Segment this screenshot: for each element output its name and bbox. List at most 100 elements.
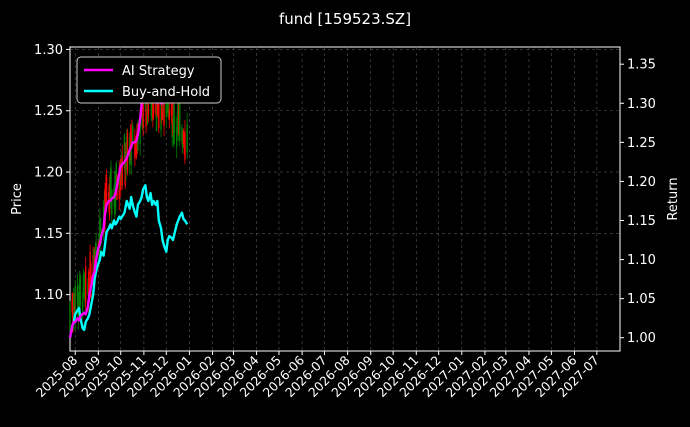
candle-body: [172, 101, 174, 134]
candle-body: [99, 219, 101, 252]
candle-body: [179, 101, 181, 141]
candle-body: [142, 89, 144, 128]
candle-body: [108, 183, 111, 216]
candle-body: [87, 282, 89, 294]
candle-body: [105, 176, 108, 203]
candle-body: [69, 303, 71, 331]
y-tick-label-right: 1.10: [627, 253, 656, 268]
candle-body: [84, 266, 87, 304]
candle-body: [74, 285, 76, 324]
candle-body: [161, 98, 163, 119]
candle-body: [120, 159, 122, 191]
candle-body: [186, 123, 188, 153]
candle-body: [120, 160, 123, 181]
candle-body: [139, 125, 141, 144]
candle-body: [115, 163, 117, 190]
candle-body: [111, 189, 113, 215]
candle-body: [131, 125, 134, 146]
candle-body: [110, 168, 112, 199]
candle-body: [79, 276, 82, 306]
candle-body: [184, 131, 186, 160]
candle-body: [81, 300, 84, 312]
candle-body: [73, 294, 75, 325]
y-axis-label-left: Price: [10, 183, 25, 215]
candle-body: [105, 182, 107, 205]
candle-body: [78, 295, 80, 316]
candle-body: [118, 167, 120, 200]
y-tick-label-right: 1.20: [627, 175, 656, 190]
candle-body: [94, 247, 97, 259]
candle-body: [131, 124, 133, 148]
candle-body: [173, 115, 176, 133]
series-line-buy-and-hold: [68, 184, 189, 338]
candle-body: [176, 111, 179, 128]
right-axis: 1.00 1.05 1.10 1.15 1.20 1.25 1.30 1.35: [620, 58, 656, 346]
candle-body: [181, 127, 183, 142]
candle-body: [134, 137, 137, 150]
candle-body: [123, 134, 126, 169]
candle-body: [176, 127, 178, 147]
y-tick-label-left: 1.20: [34, 166, 63, 181]
y-tick-label-right: 1.25: [627, 136, 656, 151]
candle-body: [160, 97, 162, 131]
candle-body: [79, 278, 81, 302]
candle-body: [165, 103, 167, 118]
candle-body: [161, 107, 164, 120]
candle-body: [183, 136, 185, 149]
candle-body: [76, 286, 79, 305]
left-axis: 1.10 1.15 1.20 1.25 1.30: [34, 43, 70, 303]
candle-body: [71, 300, 73, 313]
candle-body: [171, 123, 173, 138]
candle-body: [73, 305, 76, 317]
candle-body: [178, 103, 180, 136]
y-tick-label-left: 1.30: [34, 43, 63, 58]
candle-body: [87, 271, 90, 302]
candle-body: [135, 139, 138, 157]
candle-body: [130, 151, 132, 166]
candle-body: [83, 274, 85, 298]
candle-body: [121, 156, 123, 186]
legend: AI Strategy Buy-and-Hold: [76, 56, 222, 104]
candle-body: [182, 130, 185, 144]
y-tick-label-right: 1.30: [627, 97, 656, 112]
candle-body: [89, 251, 91, 276]
y-tick-label-left: 1.15: [34, 227, 63, 242]
candle-body: [99, 218, 102, 237]
candle-body: [113, 187, 115, 199]
candle-body: [72, 293, 74, 327]
candle-body: [92, 254, 94, 286]
y-tick-label-right: 1.35: [627, 58, 656, 73]
candle-body: [168, 109, 170, 121]
candle-body: [84, 282, 86, 297]
y-tick-label-left: 1.25: [34, 104, 63, 119]
candle-body: [95, 243, 97, 260]
candle-body: [170, 97, 173, 116]
candle-body: [124, 154, 126, 186]
candle-body: [155, 106, 158, 132]
legend-label-ai-strategy: AI Strategy: [122, 64, 195, 79]
candle-body: [155, 104, 157, 115]
candle-body: [146, 104, 149, 124]
candle-body: [119, 167, 121, 190]
candle-body: [126, 132, 129, 172]
y-tick-label-right: 1.15: [627, 214, 656, 229]
candle-body: [109, 171, 111, 203]
y-tick-label-right: 1.05: [627, 292, 656, 307]
candle-body: [129, 131, 132, 157]
candle-body: [158, 91, 160, 129]
candle-body: [177, 105, 179, 132]
candle-body: [147, 96, 150, 116]
y-tick-label-right: 1.00: [627, 331, 656, 346]
candle-body: [145, 109, 147, 127]
candle-body: [167, 104, 170, 118]
candle-body: [125, 153, 127, 174]
y-axis-label-right: Return: [666, 177, 681, 220]
candle-body: [173, 113, 175, 144]
y-tick-label-left: 1.10: [34, 288, 63, 303]
candle-body: [82, 274, 85, 294]
candle-body: [141, 98, 144, 126]
candle-body: [163, 94, 165, 126]
candle-body: [134, 138, 136, 159]
